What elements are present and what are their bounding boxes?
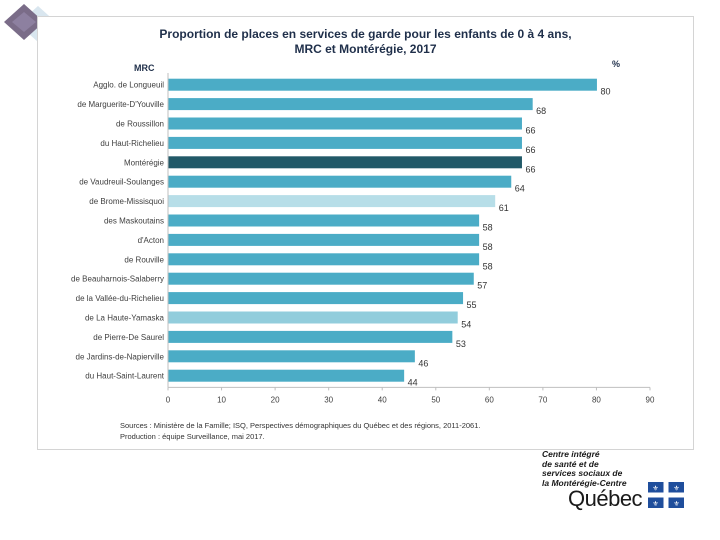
category-label: des Maskoutains [104, 217, 164, 226]
bar [168, 272, 474, 285]
x-tick-label: 80 [592, 395, 601, 404]
category-label: Montérégie [124, 158, 165, 167]
category-label: de Roussillon [116, 120, 164, 129]
x-tick-label: 90 [646, 395, 655, 404]
svg-text:⚜: ⚜ [652, 500, 658, 508]
bar [168, 78, 597, 91]
data-label: 66 [525, 126, 535, 136]
bar [168, 369, 405, 382]
data-label: 53 [456, 339, 466, 349]
x-tick-label: 40 [378, 395, 387, 404]
bar [168, 117, 522, 130]
logo-line: services sociaux de [542, 468, 623, 478]
x-tick-label: 70 [538, 395, 547, 404]
cisss-logo: Centre intégré de santé et de services s… [532, 448, 692, 514]
bar [168, 292, 464, 305]
category-label: d'Acton [138, 236, 164, 245]
category-label: de Brome-Missisquoi [89, 197, 164, 206]
x-tick-label: 60 [485, 395, 494, 404]
bar [168, 195, 496, 208]
logo-line: la Montérégie-Centre [542, 477, 627, 488]
data-label: 55 [467, 300, 477, 310]
category-label: de Jardins-de-Napierville [76, 352, 165, 361]
category-label: de Vaudreuil-Soulanges [79, 178, 164, 187]
category-label: du Haut-Saint-Laurent [85, 372, 164, 381]
bar [168, 156, 522, 169]
x-tick-label: 0 [166, 395, 171, 404]
data-label: 61 [499, 203, 509, 213]
data-label: 54 [461, 320, 471, 330]
bar [168, 253, 480, 266]
logo-text: Centre intégré de santé et de services s… [542, 449, 627, 488]
category-axis-label: MRC [134, 63, 155, 73]
category-label: de Pierre-De Saurel [93, 333, 164, 342]
data-label: 46 [418, 358, 428, 368]
data-label: 68 [536, 106, 546, 116]
data-label: 44 [408, 378, 418, 388]
chart-frame: Proportion de places en services de gard… [37, 16, 694, 450]
data-label: 57 [477, 281, 487, 291]
data-label: 58 [483, 223, 493, 233]
category-label: du Haut-Richelieu [100, 139, 164, 148]
chart-subtitle: MRC et Montérégie, 2017 [294, 42, 437, 56]
data-label: 66 [525, 145, 535, 155]
x-tick-label: 20 [271, 395, 280, 404]
bar [168, 98, 533, 111]
chart-title: Proportion de places en services de gard… [159, 27, 572, 41]
bar [168, 136, 522, 149]
data-label: 80 [600, 87, 610, 97]
data-label: 64 [515, 184, 525, 194]
bar [168, 311, 458, 324]
category-label: de Marguerite-D'Youville [77, 100, 164, 109]
category-label: de Rouville [124, 255, 164, 264]
logo-line: de santé et de [542, 458, 599, 469]
data-label: 58 [483, 242, 493, 252]
quebec-flag-icon: ⚜ ⚜ ⚜ ⚜ [648, 482, 684, 508]
unit-label: % [612, 59, 620, 69]
x-tick-label: 50 [431, 395, 440, 404]
production-note: Production : équipe Surveillance, mai 20… [120, 432, 265, 441]
bar-chart: MRC % Agglo. de Longueuil 80 de Marguerite-D… [71, 59, 655, 404]
svg-text:⚜: ⚜ [673, 500, 679, 508]
bar [168, 350, 415, 363]
data-label: 66 [525, 164, 535, 174]
quebec-wordmark: Québec [568, 486, 643, 511]
category-label: Agglo. de Longueuil [93, 81, 164, 90]
category-label: de la Vallée-du-Richelieu [76, 294, 164, 303]
bar [168, 233, 480, 246]
logo-line: Centre intégré [542, 449, 600, 459]
x-tick-label: 30 [324, 395, 333, 404]
category-label: de Beauharnois-Salaberry [71, 275, 164, 284]
source-note: Sources : Ministère de la Famille; ISQ, … [120, 421, 481, 430]
bar [168, 330, 453, 343]
bar [168, 214, 480, 227]
category-label: de La Haute-Yamaska [85, 314, 165, 323]
data-label: 58 [483, 261, 493, 271]
bar [168, 175, 512, 188]
x-tick-label: 10 [217, 395, 226, 404]
svg-text:⚜: ⚜ [673, 485, 679, 493]
svg-text:⚜: ⚜ [652, 485, 658, 493]
